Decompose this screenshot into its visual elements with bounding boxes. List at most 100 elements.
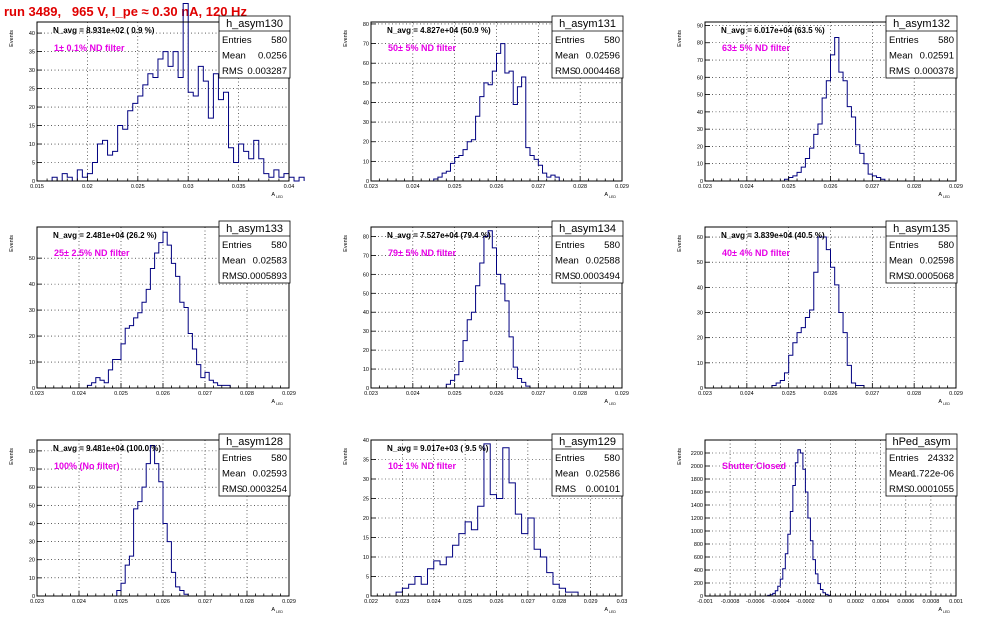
y-tick-label: 60 [697,235,703,241]
y-tick-label: 70 [697,58,703,64]
x-tick-label: -0.001 [697,599,713,605]
y-axis-title: Events [343,235,349,252]
y-tick-label: 10 [363,555,369,561]
filter-label: 1± 0.1% ND filter [54,43,125,53]
n-avg-label: N_avg = 2.481e+04 (26.2 %) [53,231,157,240]
histogram-line [433,43,560,181]
x-tick-label: 0.0004 [872,599,889,605]
histogram-panel-h_asym134: 0.023 0.024 0.025 0.026 0.027 0.028 0.029 0 10 20… [343,220,629,406]
y-tick-label: 80 [363,22,369,28]
y-tick-label: 1800 [691,477,703,483]
x-tick-label: 0.028 [240,599,254,605]
x-tick-label: 0.025 [131,184,145,190]
stats-box: h_asym134 Entries 580 Mean 0.02588 RMS0.00034… [551,220,624,284]
stats-value: 0.0001055 [909,484,954,495]
x-tick-label: 0.028 [907,391,921,397]
stats-box: h_asym130 Entries 580 Mean 0.0256 RMS 0.003287 [218,15,291,79]
stats-label: Entries [555,35,585,46]
n-avg-label: N_avg = 9.017e+03 ( 9.5 %) [387,444,489,453]
stats-box: h_asym128 Entries 580 Mean 0.02593 RMS0.00032… [218,433,291,497]
stats-label: RMS [889,271,910,282]
y-tick-label: 25 [363,497,369,503]
x-tick-label: 0.024 [427,599,441,605]
y-tick-label: 70 [363,42,369,48]
x-tick-label: 0.022 [364,599,378,605]
stats-value: 0.02591 [920,51,954,62]
x-axis-subscript: LED [276,402,283,406]
stats-box: h_asym135 Entries 580 Mean 0.02598 RMS0.00050… [885,220,958,284]
y-tick-label: 20 [697,144,703,150]
y-tick-label: 40 [363,310,369,316]
x-tick-label: 0.029 [949,184,963,190]
y-tick-label: 30 [29,540,35,546]
y-tick-label: 20 [363,140,369,146]
y-tick-label: 50 [29,256,35,262]
y-tick-label: 10 [363,159,369,165]
x-tick-label: 0.029 [584,599,598,605]
n-avg-label: N_avg = 9.481e+04 (100.0 %) [53,444,161,453]
stats-box-frame [885,15,958,79]
x-axis-title: A [938,399,942,405]
y-tick-label: 40 [29,282,35,288]
n-avg-label: N_avg = 8.931e+02 ( 0.9 %) [53,26,155,35]
x-axis-title: A [271,399,275,405]
histogram-line [445,230,531,388]
x-tick-label: 0.023 [30,391,44,397]
stats-value: 0.02598 [920,256,954,267]
y-tick-label: 60 [363,272,369,278]
stats-label: Mean [889,51,913,62]
y-tick-label: 2200 [691,451,703,457]
stats-value: 580 [604,35,620,46]
y-tick-label: 0 [32,179,35,185]
x-tick-label: 0.029 [282,391,296,397]
x-tick-label: 0.024 [406,391,420,397]
stats-title: h_asym132 [893,18,950,30]
stats-box-frame [551,15,624,79]
stats-label: RMS [222,271,243,282]
y-tick-label: 10 [29,360,35,366]
stats-label: Entries [889,35,919,46]
y-axis-title: Events [9,30,15,47]
y-tick-label: 1400 [691,503,703,509]
x-tick-label: 0.024 [72,391,86,397]
x-axis-subscript: LED [609,195,616,199]
stats-label: Mean [222,256,246,267]
y-tick-label: 20 [697,336,703,342]
x-tick-label: 0.015 [30,184,44,190]
filter-label: 40± 4% ND filter [722,248,790,258]
x-tick-label: 0.023 [698,184,712,190]
histogram-panel-h_asym135: 0.023 0.024 0.025 0.026 0.027 0.028 0.029 0 10 20… [677,220,963,406]
y-tick-label: 0 [32,594,35,600]
stats-label: Entries [222,240,252,251]
n-avg-label: N_avg = 7.527e+04 (79.4 %) [387,231,491,240]
histogram-panel-h_asym132: 0.023 0.024 0.025 0.026 0.027 0.028 0.029 0 10 20… [677,15,963,199]
y-tick-label: 30 [363,329,369,335]
filter-label: 63± 5% ND filter [722,43,790,53]
x-tick-label: 0.03 [617,599,628,605]
stats-label: RMS [222,66,243,77]
x-tick-label: 0.024 [740,184,754,190]
y-tick-label: 60 [363,61,369,67]
y-tick-label: 40 [697,110,703,116]
histogram-panel-h_asym128: 0.023 0.024 0.025 0.026 0.027 0.028 0.029 0 10 20… [9,433,296,614]
y-tick-label: 5 [32,161,35,167]
x-axis-title: A [604,192,608,198]
x-axis-title: A [938,192,942,198]
y-tick-label: 60 [697,75,703,81]
histogram-panel-h_asym129: 0.022 0.023 0.024 0.025 0.026 0.027 0.028 0.029… [343,433,628,614]
stats-value: 0.0256 [258,51,287,62]
x-tick-label: 0.001 [949,599,963,605]
stats-label: RMS [555,271,576,282]
y-tick-label: 30 [29,68,35,74]
histogram-line [767,449,831,596]
y-tick-label: 50 [697,260,703,266]
y-axis-title: Events [677,30,683,47]
x-tick-label: 0.025 [114,599,128,605]
x-axis-subscript: LED [609,402,616,406]
y-tick-label: 50 [363,291,369,297]
y-tick-label: 80 [29,449,35,455]
y-tick-label: 10 [29,142,35,148]
x-tick-label: 0.03 [183,184,194,190]
y-tick-label: 10 [29,576,35,582]
stats-value: 0.0003254 [242,484,287,495]
